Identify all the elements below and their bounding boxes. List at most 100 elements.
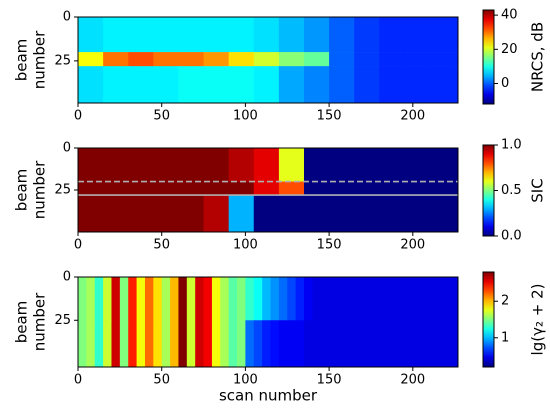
heatmap-cell xyxy=(429,66,456,104)
heatmap-cell xyxy=(329,195,355,233)
heatmap-cell xyxy=(303,66,330,104)
heatmap-cell xyxy=(178,52,205,67)
heatmap-cell xyxy=(178,195,205,233)
heatmap-cell xyxy=(454,52,459,67)
heatmap-cell xyxy=(396,320,405,368)
heatmap-cell xyxy=(429,277,439,321)
heatmap-cell xyxy=(220,320,230,368)
x-tick-label: 100 xyxy=(233,238,258,253)
heatmap-cell xyxy=(253,148,280,182)
heatmap-cell xyxy=(220,277,230,321)
heatmap-cell xyxy=(153,52,179,67)
heatmap-cell xyxy=(128,148,154,182)
x-tick-label: 50 xyxy=(153,109,170,124)
heatmap-cell xyxy=(186,277,196,321)
x-tick-label: 200 xyxy=(400,238,425,253)
heatmap-cell xyxy=(103,148,129,182)
heatmap-cell xyxy=(379,148,405,182)
heatmap-cell xyxy=(312,320,322,368)
heatmap-cell xyxy=(404,52,431,67)
heatmap-cell xyxy=(245,277,255,321)
colorbar-tick-label: 40 xyxy=(501,8,518,23)
heatmap-cell xyxy=(362,277,372,321)
heatmap-cell xyxy=(128,181,154,196)
heatmap-cell xyxy=(195,320,205,368)
heatmap-cell xyxy=(161,320,171,368)
heatmap-cell xyxy=(128,52,154,67)
colorbar-tick-label: 0 xyxy=(501,76,509,91)
heatmap-cell xyxy=(153,181,179,196)
heatmap-cell xyxy=(253,17,280,53)
heatmap-cell xyxy=(345,277,355,321)
heatmap-cell xyxy=(203,66,230,104)
heatmap-cell xyxy=(429,195,456,233)
heatmap-cell xyxy=(337,320,347,368)
heatmap-cell xyxy=(354,195,380,233)
heatmap-cell xyxy=(278,181,305,196)
heatmap-cell xyxy=(379,277,389,321)
x-tick-label: 100 xyxy=(233,109,258,124)
heatmap-cell xyxy=(153,277,163,321)
heatmap-cell xyxy=(203,181,230,196)
heatmap-cell xyxy=(404,320,414,368)
heatmap-cell xyxy=(412,277,422,321)
y-tick-label: 0 xyxy=(63,10,71,25)
heatmap-cell xyxy=(253,195,280,233)
colorbar-tick-label: 0.0 xyxy=(501,229,522,244)
heatmap-cell xyxy=(454,320,459,368)
heatmap-cell xyxy=(103,66,129,104)
heatmap-cell xyxy=(320,277,330,321)
heatmap-cell xyxy=(337,277,347,321)
heatmap-cell xyxy=(303,320,313,368)
heatmap-cell xyxy=(136,277,146,321)
heatmap-cell xyxy=(203,52,230,67)
heatmap-cell xyxy=(128,195,154,233)
heatmap-cell xyxy=(404,148,431,182)
heatmap-cell xyxy=(396,277,405,321)
heatmap-cell xyxy=(345,320,355,368)
heatmap-cell xyxy=(170,320,179,368)
heatmap-cell xyxy=(329,148,355,182)
x-tick-label: 100 xyxy=(233,373,258,388)
heatmap-cell xyxy=(103,195,129,233)
heatmap-cell xyxy=(329,17,355,53)
colorbar-label: NRCS, dB xyxy=(529,22,547,92)
heatmap-cell xyxy=(278,52,305,67)
heatmap-cell xyxy=(78,66,104,104)
heatmap-cell xyxy=(228,66,255,104)
plot-frame xyxy=(77,276,459,368)
heatmap-cell xyxy=(303,148,330,182)
heatmap-cell xyxy=(119,277,129,321)
heatmap-cell xyxy=(295,320,305,368)
heatmap-cell xyxy=(278,320,288,368)
heatmap-cell xyxy=(454,17,459,53)
heatmap-cell xyxy=(203,148,230,182)
heatmap-cell xyxy=(454,148,459,182)
heatmap-cell xyxy=(303,17,330,53)
heatmap-cell xyxy=(287,277,297,321)
heatmap-cell xyxy=(178,181,205,196)
heatmap-cell xyxy=(195,277,205,321)
x-axis-label: scan number xyxy=(219,387,318,405)
colorbar xyxy=(482,144,495,237)
y-tick-label: 0 xyxy=(63,141,71,156)
heatmap-cell xyxy=(270,320,280,368)
heatmap-cell xyxy=(404,181,431,196)
colorbar xyxy=(482,271,495,368)
heatmap-cell xyxy=(103,277,112,321)
heatmap-cell xyxy=(111,277,121,321)
heatmap-cell xyxy=(153,17,179,53)
heatmap-cell xyxy=(303,52,330,67)
heatmap-cell xyxy=(228,320,238,368)
heatmap-cell xyxy=(262,277,272,321)
heatmap-cell xyxy=(303,181,330,196)
heatmap-cell xyxy=(429,17,456,53)
heatmap-cell xyxy=(295,277,305,321)
heatmap-cell xyxy=(253,66,280,104)
heatmap-cell xyxy=(454,195,459,233)
heatmap-cell xyxy=(437,277,447,321)
heatmap-cell xyxy=(278,195,305,233)
heatmap-cell xyxy=(211,277,221,321)
heatmap-cell xyxy=(253,52,280,67)
